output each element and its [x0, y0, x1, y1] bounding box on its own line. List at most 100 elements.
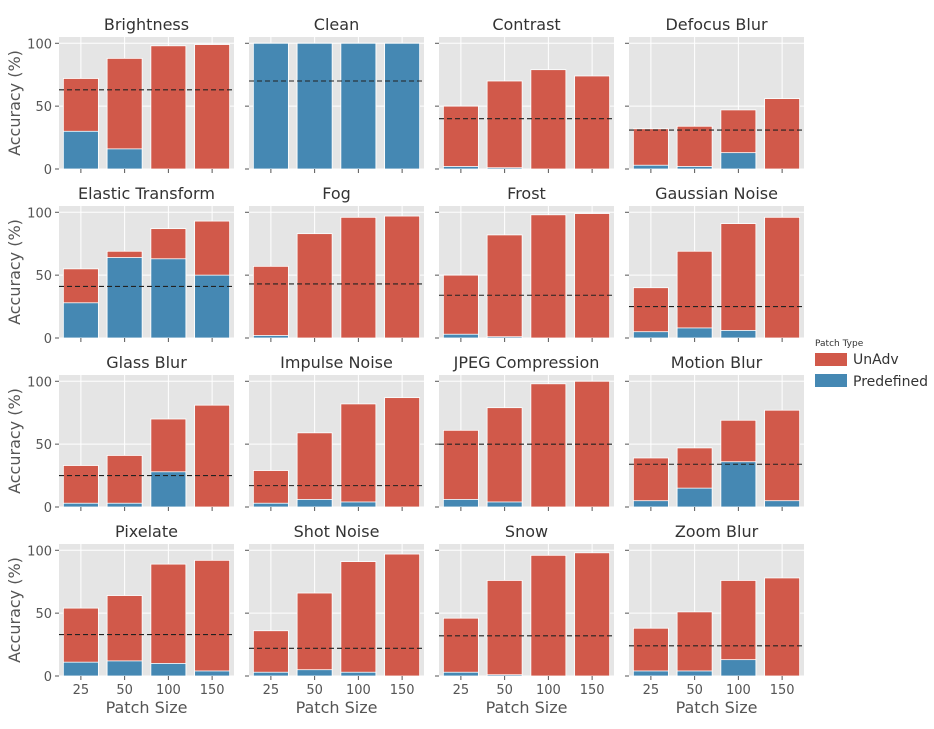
- bar-predefined: [632, 500, 669, 508]
- bar-predefined: [442, 671, 479, 677]
- bar-predefined: [62, 302, 99, 339]
- x-tick-label: 25: [263, 683, 280, 698]
- bar-predefined: [442, 499, 479, 508]
- bar-unadv: [384, 397, 421, 508]
- bar-predefined: [720, 330, 757, 339]
- legend-swatch-predefined: [815, 374, 847, 387]
- bar-unadv: [764, 409, 801, 508]
- bar-predefined: [150, 471, 187, 508]
- legend: Patch Type UnAdv Predefined: [815, 339, 928, 390]
- bar-unadv: [530, 554, 567, 677]
- bar-predefined: [340, 671, 377, 677]
- bar-unadv: [676, 250, 713, 339]
- bar-unadv: [252, 470, 289, 508]
- bar-predefined: [106, 148, 143, 170]
- y-tick-label: 0: [44, 670, 52, 685]
- bar-predefined: [150, 258, 187, 339]
- bar-unadv: [486, 234, 523, 339]
- panel: Defocus Blur: [625, 15, 804, 173]
- y-tick-label: 50: [35, 269, 52, 284]
- bar-unadv: [574, 552, 611, 677]
- x-axis-label: Patch Size: [486, 698, 568, 717]
- bar-predefined: [720, 461, 757, 508]
- bar-unadv: [442, 429, 479, 508]
- bar-predefined: [676, 670, 713, 677]
- panel-title: Glass Blur: [106, 353, 187, 372]
- x-tick-label: 50: [496, 683, 513, 698]
- panel: Contrast: [435, 15, 614, 173]
- x-tick-label: 50: [306, 683, 323, 698]
- y-tick-label: 0: [44, 332, 52, 347]
- bar-unadv: [194, 559, 231, 677]
- bar-predefined: [632, 670, 669, 677]
- y-tick-label: 50: [35, 607, 52, 622]
- x-tick-label: 150: [200, 683, 225, 698]
- bar-predefined: [720, 152, 757, 170]
- bar-unadv: [632, 287, 669, 339]
- bar-unadv: [296, 432, 333, 508]
- panel-title: Shot Noise: [294, 522, 380, 541]
- panel-title: Frost: [507, 184, 546, 203]
- panel: Shot Noise 25 50 100 150 Patch Size: [245, 522, 424, 717]
- legend-swatch-unadv: [815, 353, 847, 366]
- bar-unadv: [340, 216, 377, 339]
- bar-unadv: [574, 75, 611, 170]
- bar-unadv: [486, 580, 523, 677]
- y-tick-label: 100: [27, 544, 52, 559]
- y-axis-label: Accuracy (%): [5, 50, 24, 156]
- bar-unadv: [296, 592, 333, 677]
- bar-unadv: [676, 611, 713, 677]
- bar-predefined: [632, 331, 669, 339]
- bar-predefined: [720, 659, 757, 677]
- bar-unadv: [194, 404, 231, 508]
- x-tick-label: 150: [580, 683, 605, 698]
- x-tick-label: 150: [390, 683, 415, 698]
- bar-predefined: [62, 502, 99, 508]
- bar-predefined: [252, 335, 289, 339]
- x-tick-label: 100: [156, 683, 181, 698]
- bar-unadv: [340, 403, 377, 508]
- panel-title: Elastic Transform: [78, 184, 215, 203]
- bar-unadv: [764, 577, 801, 677]
- bar-predefined: [340, 42, 377, 170]
- bar-predefined: [252, 42, 289, 170]
- bar-unadv: [62, 465, 99, 508]
- bar-predefined: [62, 661, 99, 677]
- panel-title: Zoom Blur: [675, 522, 759, 541]
- bar-unadv: [632, 457, 669, 508]
- bar-unadv: [384, 553, 421, 677]
- panel: Zoom Blur 25 50 100 150 Patch Size: [625, 522, 804, 717]
- bar-unadv: [442, 617, 479, 677]
- bar-unadv: [384, 215, 421, 339]
- panel: JPEG Compression: [435, 353, 614, 511]
- panel-title: Snow: [505, 522, 548, 541]
- y-tick-label: 50: [35, 438, 52, 453]
- panel-title: Impulse Noise: [280, 353, 393, 372]
- panel-title: Pixelate: [115, 522, 178, 541]
- bar-predefined: [252, 502, 289, 508]
- y-tick-label: 0: [44, 163, 52, 178]
- bar-unadv: [632, 627, 669, 677]
- bar-predefined: [150, 663, 187, 677]
- x-axis-label: Patch Size: [676, 698, 758, 717]
- bar-unadv: [340, 561, 377, 677]
- x-tick-label: 25: [73, 683, 90, 698]
- bar-predefined: [486, 167, 523, 170]
- y-tick-label: 100: [27, 37, 52, 52]
- bar-predefined: [106, 257, 143, 339]
- panel-title: JPEG Compression: [453, 353, 600, 372]
- x-axis-label: Patch Size: [106, 698, 188, 717]
- bar-unadv: [720, 223, 757, 339]
- bar-predefined: [676, 327, 713, 339]
- bar-predefined: [296, 669, 333, 677]
- bar-predefined: [296, 42, 333, 170]
- bar-unadv: [530, 383, 567, 508]
- panel: Pixelate 0 50 100 25 50 100 150 Accuracy (%) Patc…: [5, 522, 234, 717]
- legend-title: Patch Type: [815, 339, 864, 349]
- bar-predefined: [296, 499, 333, 508]
- y-axis-label: Accuracy (%): [5, 219, 24, 325]
- bar-predefined: [106, 502, 143, 508]
- panel: Clean: [245, 15, 424, 173]
